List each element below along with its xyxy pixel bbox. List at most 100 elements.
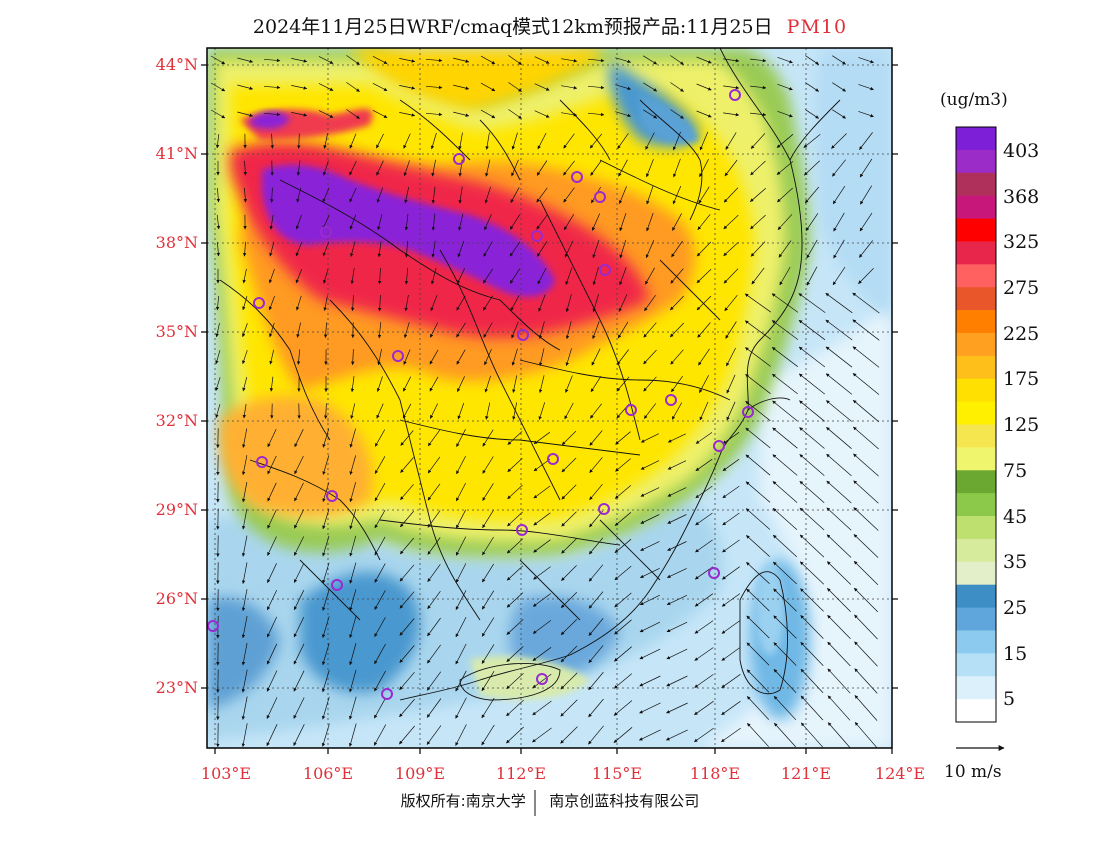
lon-label-124: 124°E xyxy=(874,764,926,783)
wind-arrow xyxy=(722,432,740,444)
wind-arrow xyxy=(666,648,688,660)
pollutant-label: PM10 xyxy=(786,16,848,38)
wind-arrow xyxy=(563,160,575,176)
wind-arrow xyxy=(613,700,633,716)
wind-arrow xyxy=(533,512,551,526)
wind-arrow xyxy=(399,112,416,117)
wind-arrow xyxy=(403,133,411,149)
wind-arrow xyxy=(456,349,466,365)
wind-arrow xyxy=(533,485,551,499)
wind-arrow xyxy=(859,240,873,258)
wind-arrow xyxy=(744,293,772,313)
wind-arrow xyxy=(832,159,846,177)
wind-arrow xyxy=(399,85,416,90)
wind-arrow xyxy=(860,185,872,205)
wind-arrow xyxy=(484,186,491,204)
wind-arrow xyxy=(746,669,770,693)
wind-arrow xyxy=(726,401,736,421)
wind-arrow xyxy=(723,214,739,230)
wind-arrow xyxy=(323,133,328,149)
wind-arrow xyxy=(481,617,495,637)
wind-arrow xyxy=(507,431,523,445)
city-marker xyxy=(531,230,543,242)
wind-arrow xyxy=(565,375,573,393)
wind-arrow xyxy=(800,695,824,721)
wind-arrow xyxy=(615,84,632,91)
wind-arrow xyxy=(532,673,552,689)
lat-label-32: 32°N xyxy=(155,411,198,430)
wind-arrow xyxy=(431,159,436,177)
wind-arrow xyxy=(751,267,765,285)
wind-arrow xyxy=(346,82,360,92)
wind-arrow xyxy=(427,456,441,474)
wind-arrow xyxy=(673,158,681,178)
wind-arrow xyxy=(777,110,793,118)
wind-arrow xyxy=(614,646,632,662)
wind-arrow xyxy=(456,322,466,338)
wind-arrow xyxy=(588,537,604,555)
wind-arrow xyxy=(291,58,308,63)
wind-arrow xyxy=(377,321,382,339)
wind-arrow xyxy=(403,349,411,365)
wind-arrow xyxy=(532,620,552,634)
wind-arrow xyxy=(321,723,330,747)
wind-arrow xyxy=(241,508,248,530)
wind-arrow xyxy=(458,213,464,231)
wind-arrow xyxy=(293,643,305,665)
wind-arrow xyxy=(750,160,766,176)
wind-arrow xyxy=(588,618,604,636)
wind-arrow xyxy=(374,456,386,475)
wind-arrow xyxy=(348,696,357,720)
wind-arrow xyxy=(667,433,686,443)
wind-arrow xyxy=(322,160,329,176)
lat-label-29: 29°N xyxy=(155,500,198,519)
wind-arrow xyxy=(293,616,305,638)
wind-arrow xyxy=(671,375,683,393)
wind-arrow xyxy=(699,401,709,421)
colorbar-label-15: 15 xyxy=(1003,643,1028,665)
wind-arrow xyxy=(617,349,629,365)
wind-arrow xyxy=(481,697,495,719)
wind-arrow xyxy=(587,85,605,90)
wind-arrow xyxy=(455,509,467,529)
wind-arrow xyxy=(832,185,846,205)
wind-arrow xyxy=(294,429,304,448)
wind-arrow xyxy=(216,187,221,203)
wind-arrow xyxy=(374,590,386,610)
wind-arrow xyxy=(618,294,628,312)
wind-arrow xyxy=(404,186,410,204)
wind-arrow xyxy=(665,729,688,741)
wind-arrow xyxy=(694,727,714,743)
wind-arrow xyxy=(800,588,824,612)
wind-arrow xyxy=(643,55,658,65)
wind-arrow xyxy=(481,590,495,610)
wind-arrow xyxy=(722,512,740,526)
wind-arrow xyxy=(778,240,792,258)
wind-arrow xyxy=(799,507,825,531)
city-marker xyxy=(207,620,219,632)
wind-arrow xyxy=(563,214,575,231)
colorbar-label-5: 5 xyxy=(1003,688,1016,710)
wind-arrow xyxy=(322,428,330,448)
wind-arrow xyxy=(723,58,740,63)
wind-arrow xyxy=(560,592,578,608)
wind-arrow xyxy=(697,322,711,338)
wind-arrow xyxy=(399,537,415,555)
wind-arrow xyxy=(643,322,657,338)
wind-arrow xyxy=(532,700,552,716)
credit-line: 版权所有:南京大学 南京创蓝科技有限公司 xyxy=(0,790,1100,811)
wind-arrow xyxy=(430,132,437,150)
wind-arrow xyxy=(427,644,441,664)
wind-arrow xyxy=(457,402,465,420)
wind-arrow xyxy=(805,55,819,65)
wind-arrow xyxy=(777,83,793,91)
wind-arrow xyxy=(666,621,688,633)
wind-arrow xyxy=(588,698,604,718)
wind-arrow xyxy=(614,512,632,526)
wind-arrow xyxy=(774,722,796,748)
wind-arrow xyxy=(322,482,330,503)
colorbar-swatch xyxy=(956,401,996,426)
wind-arrow xyxy=(266,724,278,747)
wind-arrow xyxy=(263,112,281,117)
wind-arrow xyxy=(852,319,880,341)
